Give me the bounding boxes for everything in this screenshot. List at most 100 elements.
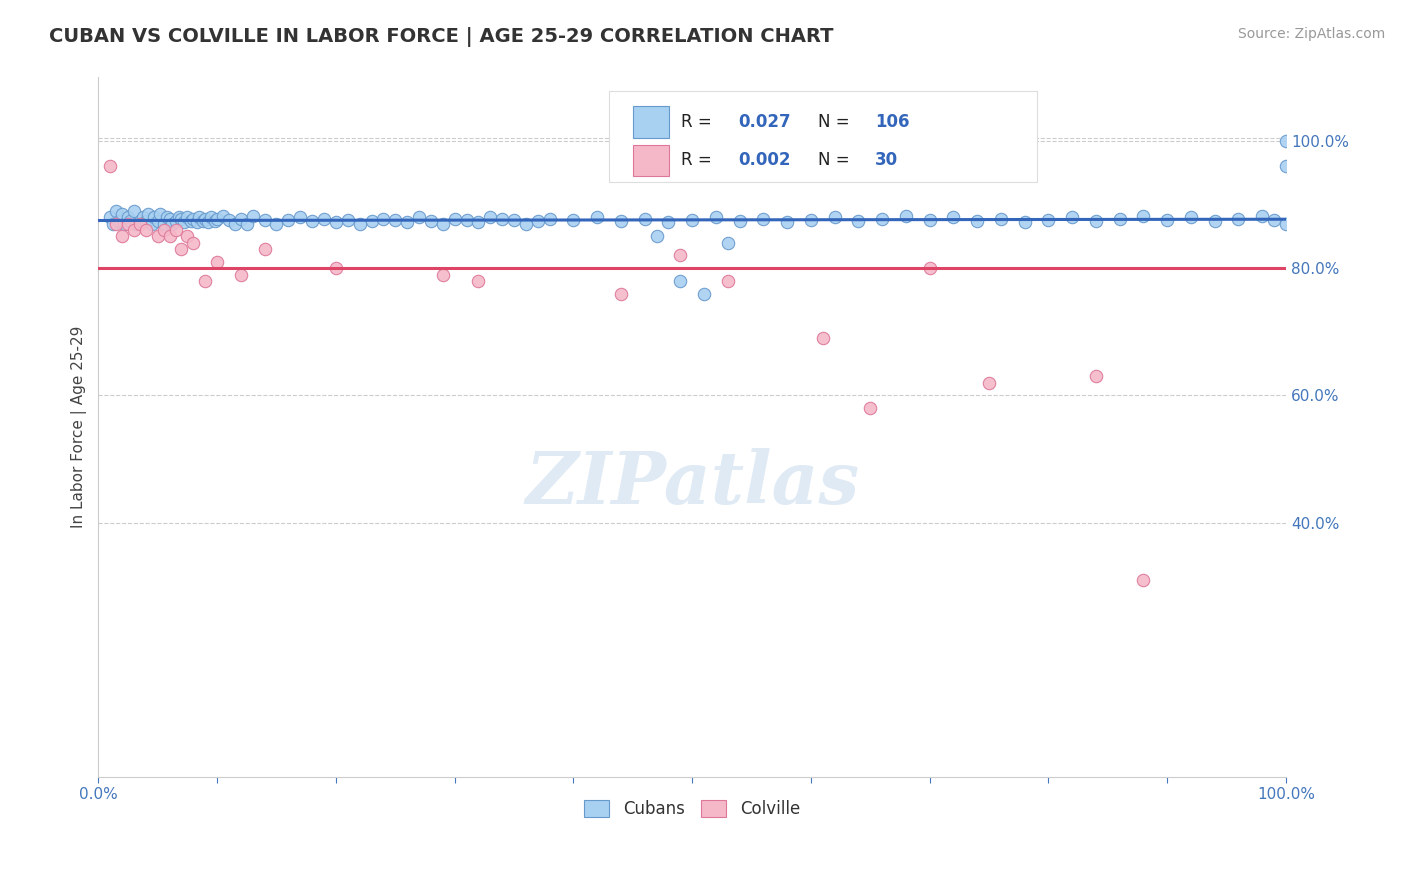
Point [538,211,561,226]
Point [122,223,145,237]
Point [301,214,323,228]
Point [349,217,371,231]
Point [1132,209,1154,223]
Point [159,211,181,226]
Point [191,213,214,227]
Point [1204,214,1226,228]
Point [180,213,202,227]
Point [1084,369,1107,384]
Point [1156,212,1178,227]
Point [156,211,179,225]
Text: Source: ZipAtlas.com: Source: ZipAtlas.com [1237,27,1385,41]
Point [717,235,740,250]
Point [194,274,217,288]
Point [800,212,823,227]
Point [669,274,692,288]
Point [107,213,129,227]
Point [1275,160,1298,174]
Point [170,242,193,256]
FancyBboxPatch shape [609,91,1036,182]
Point [918,212,941,227]
Point [160,217,183,231]
Point [122,204,145,219]
Point [1062,211,1084,225]
Point [152,217,174,231]
Y-axis label: In Labor Force | Age 25-29: In Labor Force | Age 25-29 [72,326,87,528]
Point [1227,211,1250,226]
Point [1038,212,1060,227]
Point [918,261,941,276]
Point [146,229,169,244]
Point [194,211,217,226]
Point [669,248,692,262]
Point [101,217,124,231]
Point [491,211,513,226]
Point [170,211,193,226]
Point [325,261,347,276]
Point [325,215,347,229]
Point [114,217,136,231]
Point [212,209,235,223]
Point [859,401,882,415]
Text: 0.002: 0.002 [738,152,790,169]
Point [290,211,312,225]
Point [848,214,870,228]
Point [229,268,252,282]
Point [824,211,846,225]
Point [105,204,128,219]
Point [752,211,775,226]
Point [266,217,288,231]
Point [165,223,187,237]
Point [146,213,169,227]
Point [143,211,166,225]
Point [98,211,121,225]
Point [253,242,276,256]
Point [1275,134,1298,148]
Point [408,211,430,225]
Point [456,212,478,227]
Point [224,217,246,231]
Point [176,229,198,244]
Point [173,215,195,229]
Point [610,214,633,228]
Point [152,223,174,237]
Point [205,211,228,226]
Point [467,215,489,229]
Point [811,331,834,345]
Text: CUBAN VS COLVILLE IN LABOR FORCE | AGE 25-29 CORRELATION CHART: CUBAN VS COLVILLE IN LABOR FORCE | AGE 2… [49,27,834,46]
Point [977,376,1000,390]
Point [432,268,454,282]
Point [229,211,252,226]
Point [236,217,259,231]
Point [515,217,537,231]
Point [117,217,139,231]
Point [526,214,548,228]
Point [870,211,893,226]
Text: N =: N = [818,112,855,131]
Text: R =: R = [682,112,717,131]
Point [894,209,917,223]
Point [1014,215,1036,229]
Point [129,213,152,227]
Point [681,212,703,227]
Point [186,215,208,229]
Point [503,212,526,227]
Point [728,214,751,228]
Point [111,229,134,244]
Point [336,212,359,227]
Text: N =: N = [818,152,855,169]
Point [1084,214,1107,228]
Point [479,211,502,225]
Point [645,229,668,244]
Point [1180,211,1202,225]
Point [188,211,211,225]
Point [1132,573,1154,587]
FancyBboxPatch shape [633,145,669,176]
Point [183,211,205,226]
Point [277,212,299,227]
Point [384,212,406,227]
Point [200,211,222,225]
Point [183,235,205,250]
Text: ZIPatlas: ZIPatlas [524,448,859,518]
Point [204,213,226,227]
